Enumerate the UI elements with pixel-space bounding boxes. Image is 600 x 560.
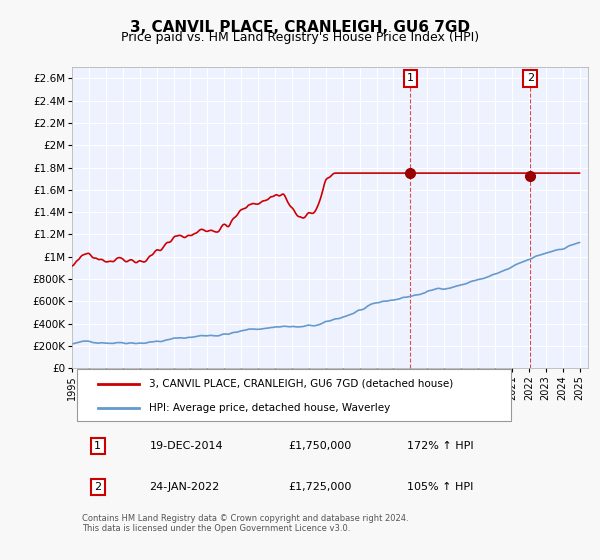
Text: 3, CANVIL PLACE, CRANLEIGH, GU6 7GD (detached house): 3, CANVIL PLACE, CRANLEIGH, GU6 7GD (det… — [149, 379, 454, 389]
Text: 172% ↑ HPI: 172% ↑ HPI — [407, 441, 474, 451]
Text: 3, CANVIL PLACE, CRANLEIGH, GU6 7GD: 3, CANVIL PLACE, CRANLEIGH, GU6 7GD — [130, 20, 470, 35]
Text: Contains HM Land Registry data © Crown copyright and database right 2024.
This d: Contains HM Land Registry data © Crown c… — [82, 514, 409, 533]
Text: 1: 1 — [407, 73, 414, 83]
Text: 2: 2 — [527, 73, 534, 83]
Text: £1,725,000: £1,725,000 — [289, 482, 352, 492]
Text: Price paid vs. HM Land Registry's House Price Index (HPI): Price paid vs. HM Land Registry's House … — [121, 31, 479, 44]
Text: 1: 1 — [94, 441, 101, 451]
Text: 2: 2 — [94, 482, 101, 492]
Text: 19-DEC-2014: 19-DEC-2014 — [149, 441, 223, 451]
Text: HPI: Average price, detached house, Waverley: HPI: Average price, detached house, Wave… — [149, 403, 391, 413]
FancyBboxPatch shape — [77, 369, 511, 421]
Text: £1,750,000: £1,750,000 — [289, 441, 352, 451]
Text: 105% ↑ HPI: 105% ↑ HPI — [407, 482, 474, 492]
Text: 24-JAN-2022: 24-JAN-2022 — [149, 482, 220, 492]
